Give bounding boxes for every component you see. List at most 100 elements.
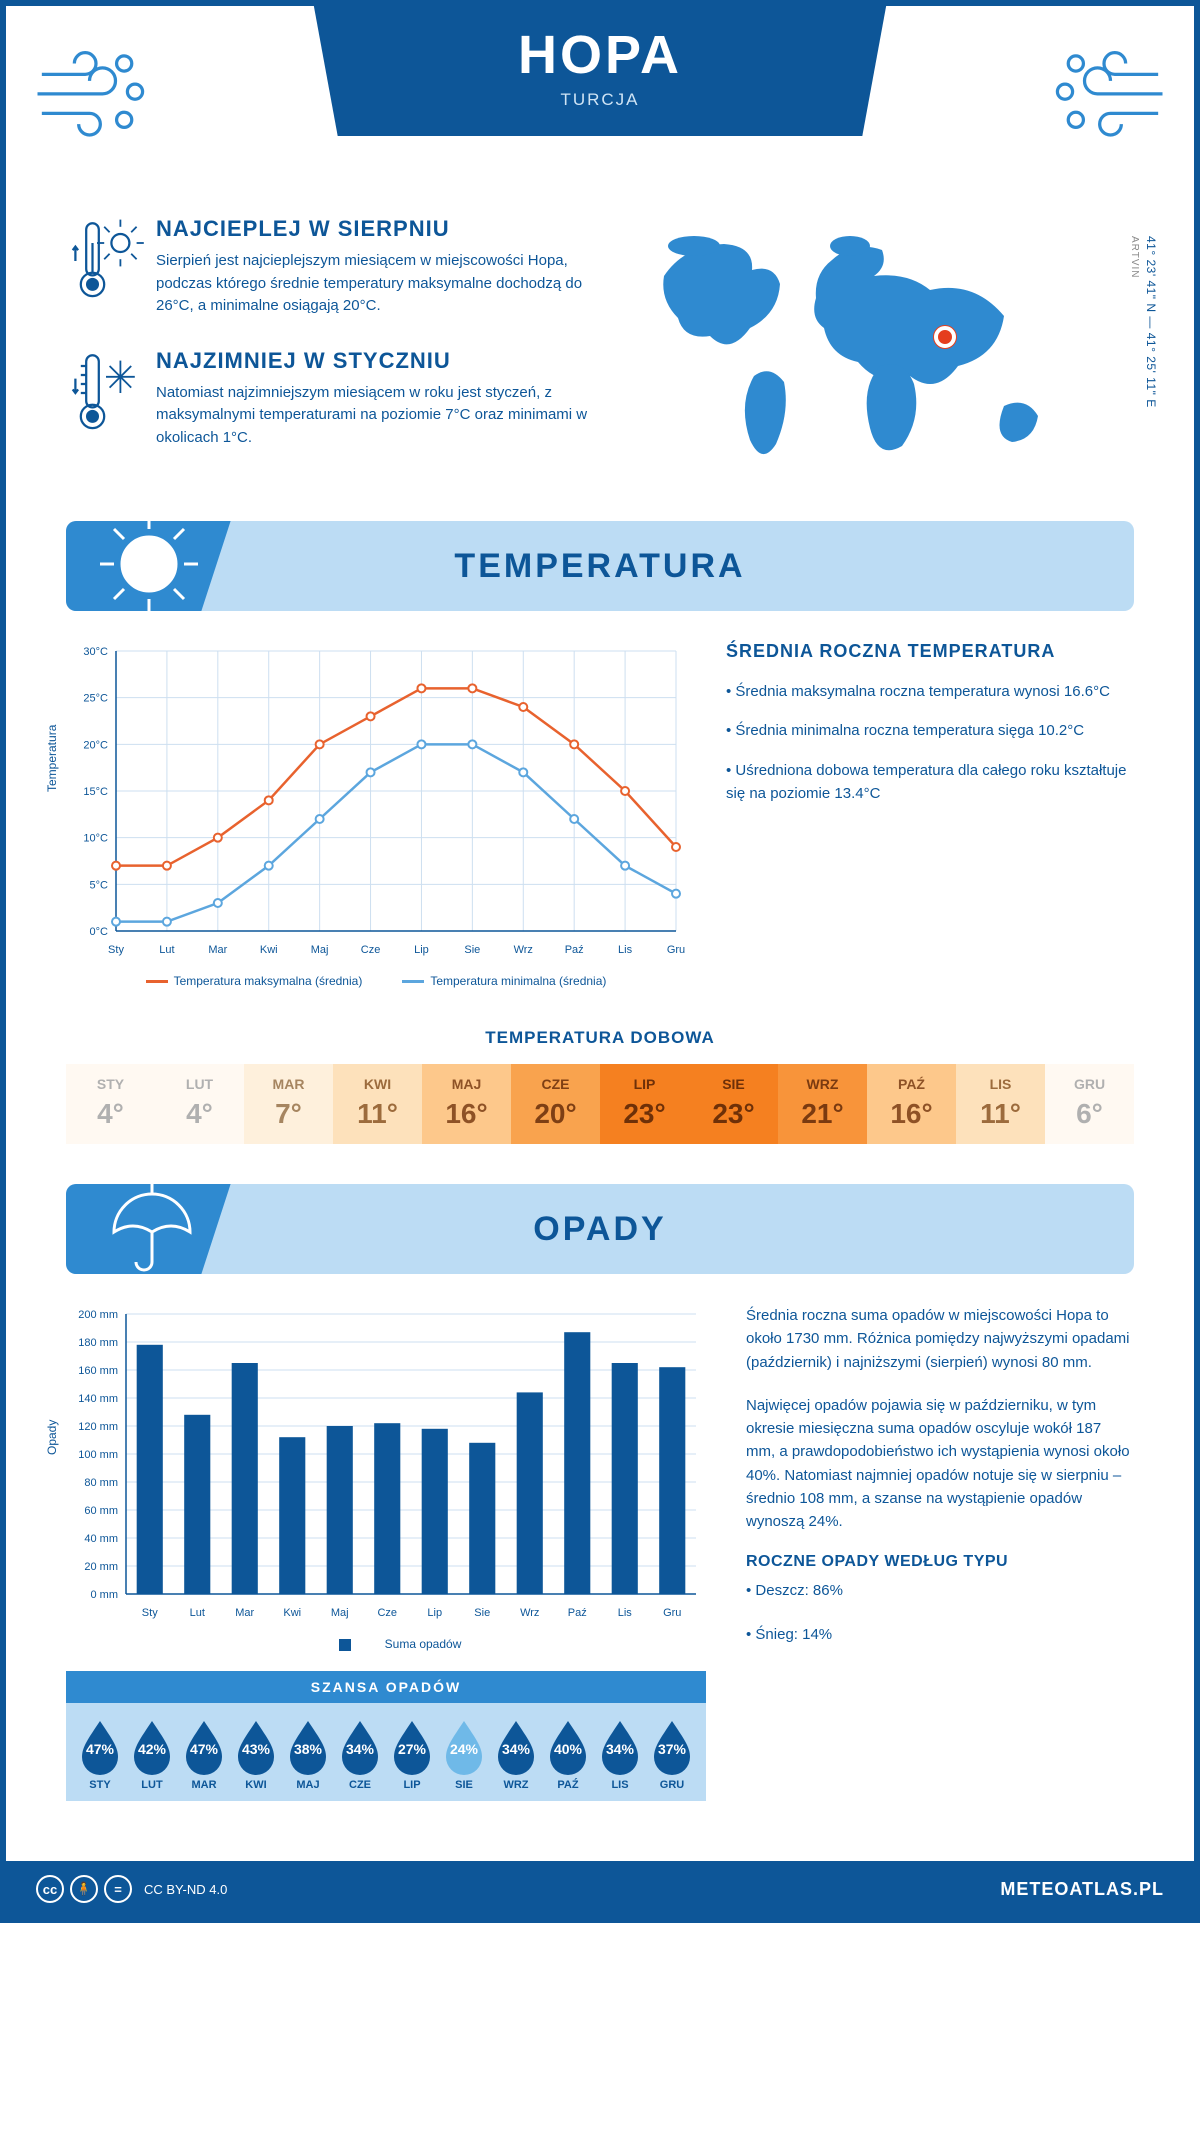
svg-text:60 mm: 60 mm (84, 1505, 118, 1517)
drop-cell: 47%STY (74, 1717, 126, 1791)
temp-chart-ylabel: Temperatura (45, 724, 59, 791)
daily-cell: LIS11° (956, 1064, 1045, 1144)
drop-icon: 47% (180, 1717, 228, 1775)
daily-cell: KWI11° (333, 1064, 422, 1144)
page: HOPA TURCJA (0, 0, 1200, 1923)
cc-icons: cc 🧍 = (36, 1875, 132, 1903)
drop-cell: 34%LIS (594, 1717, 646, 1791)
svg-text:Sie: Sie (474, 1607, 490, 1619)
region-label: ARTVIN (1129, 236, 1140, 279)
svg-text:Wrz: Wrz (514, 944, 533, 956)
drop-cell: 43%KWI (230, 1717, 282, 1791)
svg-text:25°C: 25°C (83, 693, 108, 705)
drops-panel: SZANSA OPADÓW 47%STY 42%LUT 47%MAR 43%KW… (66, 1671, 706, 1801)
daily-cell: CZE20° (511, 1064, 600, 1144)
temp-bullet: • Uśredniona dobowa temperatura dla całe… (726, 759, 1134, 806)
daily-heatmap: STY4°LUT4°MAR7°KWI11°MAJ16°CZE20°LIP23°S… (66, 1064, 1134, 1144)
temp-title: TEMPERATURA (186, 547, 1134, 586)
brand: METEOATLAS.PL (1000, 1879, 1164, 1900)
license-text: CC BY-ND 4.0 (144, 1882, 227, 1897)
svg-text:Maj: Maj (331, 1607, 349, 1619)
drop-cell: 37%GRU (646, 1717, 698, 1791)
svg-text:Mar: Mar (208, 944, 227, 956)
opady-chart-ylabel: Opady (45, 1419, 59, 1454)
drop-cell: 24%SIE (438, 1717, 490, 1791)
svg-text:Paź: Paź (568, 1607, 587, 1619)
svg-text:Wrz: Wrz (520, 1607, 539, 1619)
daily-cell: GRU6° (1045, 1064, 1134, 1144)
opady-p1: Średnia roczna suma opadów w miejscowośc… (746, 1304, 1134, 1374)
svg-text:10°C: 10°C (83, 833, 108, 845)
daily-cell: PAŹ16° (867, 1064, 956, 1144)
by-icon: 🧍 (70, 1875, 98, 1903)
svg-text:Sty: Sty (142, 1607, 158, 1619)
svg-text:0°C: 0°C (90, 926, 109, 938)
nd-icon: = (104, 1875, 132, 1903)
svg-text:40 mm: 40 mm (84, 1533, 118, 1545)
drop-icon: 34% (596, 1717, 644, 1775)
drop-icon: 43% (232, 1717, 280, 1775)
opady-legend: Suma opadów (311, 1637, 462, 1651)
svg-text:20 mm: 20 mm (84, 1561, 118, 1573)
intro-row: NAJCIEPLEJ W SIERPNIU Sierpień jest najc… (6, 186, 1194, 521)
svg-text:Paź: Paź (565, 944, 584, 956)
hot-block: NAJCIEPLEJ W SIERPNIU Sierpień jest najc… (66, 216, 604, 318)
drop-cell: 42%LUT (126, 1717, 178, 1791)
daily-title: TEMPERATURA DOBOWA (6, 1028, 1194, 1048)
temp-bullet: • Średnia minimalna roczna temperatura s… (726, 719, 1134, 742)
drop-cell: 38%MAJ (282, 1717, 334, 1791)
coords-label: 41° 23' 41" N — 41° 25' 11" E (1144, 236, 1158, 408)
daily-cell: LIP23° (600, 1064, 689, 1144)
svg-text:180 mm: 180 mm (78, 1337, 118, 1349)
country-sub: TURCJA (302, 90, 898, 110)
cold-block: NAJZIMNIEJ W STYCZNIU Natomiast najzimni… (66, 348, 604, 450)
opady-title: OPADY (186, 1210, 1134, 1249)
opady-chart: Opady 0 mm20 mm40 mm60 mm80 mm100 mm120 … (66, 1304, 706, 1651)
drop-icon: 37% (648, 1717, 696, 1775)
svg-text:Cze: Cze (377, 1607, 397, 1619)
world-map: ARTVIN 41° 23' 41" N — 41° 25' 11" E (634, 216, 1134, 481)
cold-title: NAJZIMNIEJ W STYCZNIU (156, 348, 604, 374)
hot-title: NAJCIEPLEJ W SIERPNIU (156, 216, 604, 242)
svg-text:Gru: Gru (667, 944, 685, 956)
map-marker-icon (934, 326, 956, 348)
opady-p2: Najwięcej opadów pojawia się w październ… (746, 1394, 1134, 1534)
daily-cell: LUT4° (155, 1064, 244, 1144)
svg-text:0 mm: 0 mm (91, 1589, 119, 1601)
opady-type-line: • Śnieg: 14% (746, 1623, 1134, 1647)
svg-text:Lut: Lut (159, 944, 174, 956)
drops-title: SZANSA OPADÓW (66, 1671, 706, 1703)
hot-text: Sierpień jest najcieplejszym miesiącem w… (156, 250, 604, 318)
wind-icon-left (6, 6, 186, 186)
drop-icon: 24% (440, 1717, 488, 1775)
svg-text:Sie: Sie (464, 944, 480, 956)
daily-cell: MAJ16° (422, 1064, 511, 1144)
svg-text:Lip: Lip (427, 1607, 442, 1619)
svg-text:140 mm: 140 mm (78, 1393, 118, 1405)
svg-text:Cze: Cze (361, 944, 381, 956)
cc-icon: cc (36, 1875, 64, 1903)
svg-text:Kwi: Kwi (283, 1607, 301, 1619)
drop-cell: 27%LIP (386, 1717, 438, 1791)
drop-icon: 34% (492, 1717, 540, 1775)
section-head-opady: OPADY (66, 1184, 1134, 1274)
svg-text:80 mm: 80 mm (84, 1477, 118, 1489)
opady-type-title: ROCZNE OPADY WEDŁUG TYPU (746, 1553, 1134, 1571)
drop-cell: 34%CZE (334, 1717, 386, 1791)
drop-cell: 34%WRZ (490, 1717, 542, 1791)
drop-icon: 38% (284, 1717, 332, 1775)
opady-type-line: • Deszcz: 86% (746, 1579, 1134, 1603)
svg-text:5°C: 5°C (90, 879, 109, 891)
svg-text:30°C: 30°C (83, 646, 108, 658)
drop-cell: 47%MAR (178, 1717, 230, 1791)
daily-cell: SIE23° (689, 1064, 778, 1144)
svg-text:15°C: 15°C (83, 786, 108, 798)
temp-side-title: ŚREDNIA ROCZNA TEMPERATURA (726, 641, 1134, 662)
title-tab: HOPA TURCJA (186, 6, 1014, 186)
legend-min: Temperatura minimalna (średnia) (402, 974, 606, 988)
svg-text:Sty: Sty (108, 944, 124, 956)
footer: cc 🧍 = CC BY-ND 4.0 METEOATLAS.PL (6, 1861, 1194, 1917)
daily-cell: MAR7° (244, 1064, 333, 1144)
drop-icon: 42% (128, 1717, 176, 1775)
temp-bullet: • Średnia maksymalna roczna temperatura … (726, 680, 1134, 703)
